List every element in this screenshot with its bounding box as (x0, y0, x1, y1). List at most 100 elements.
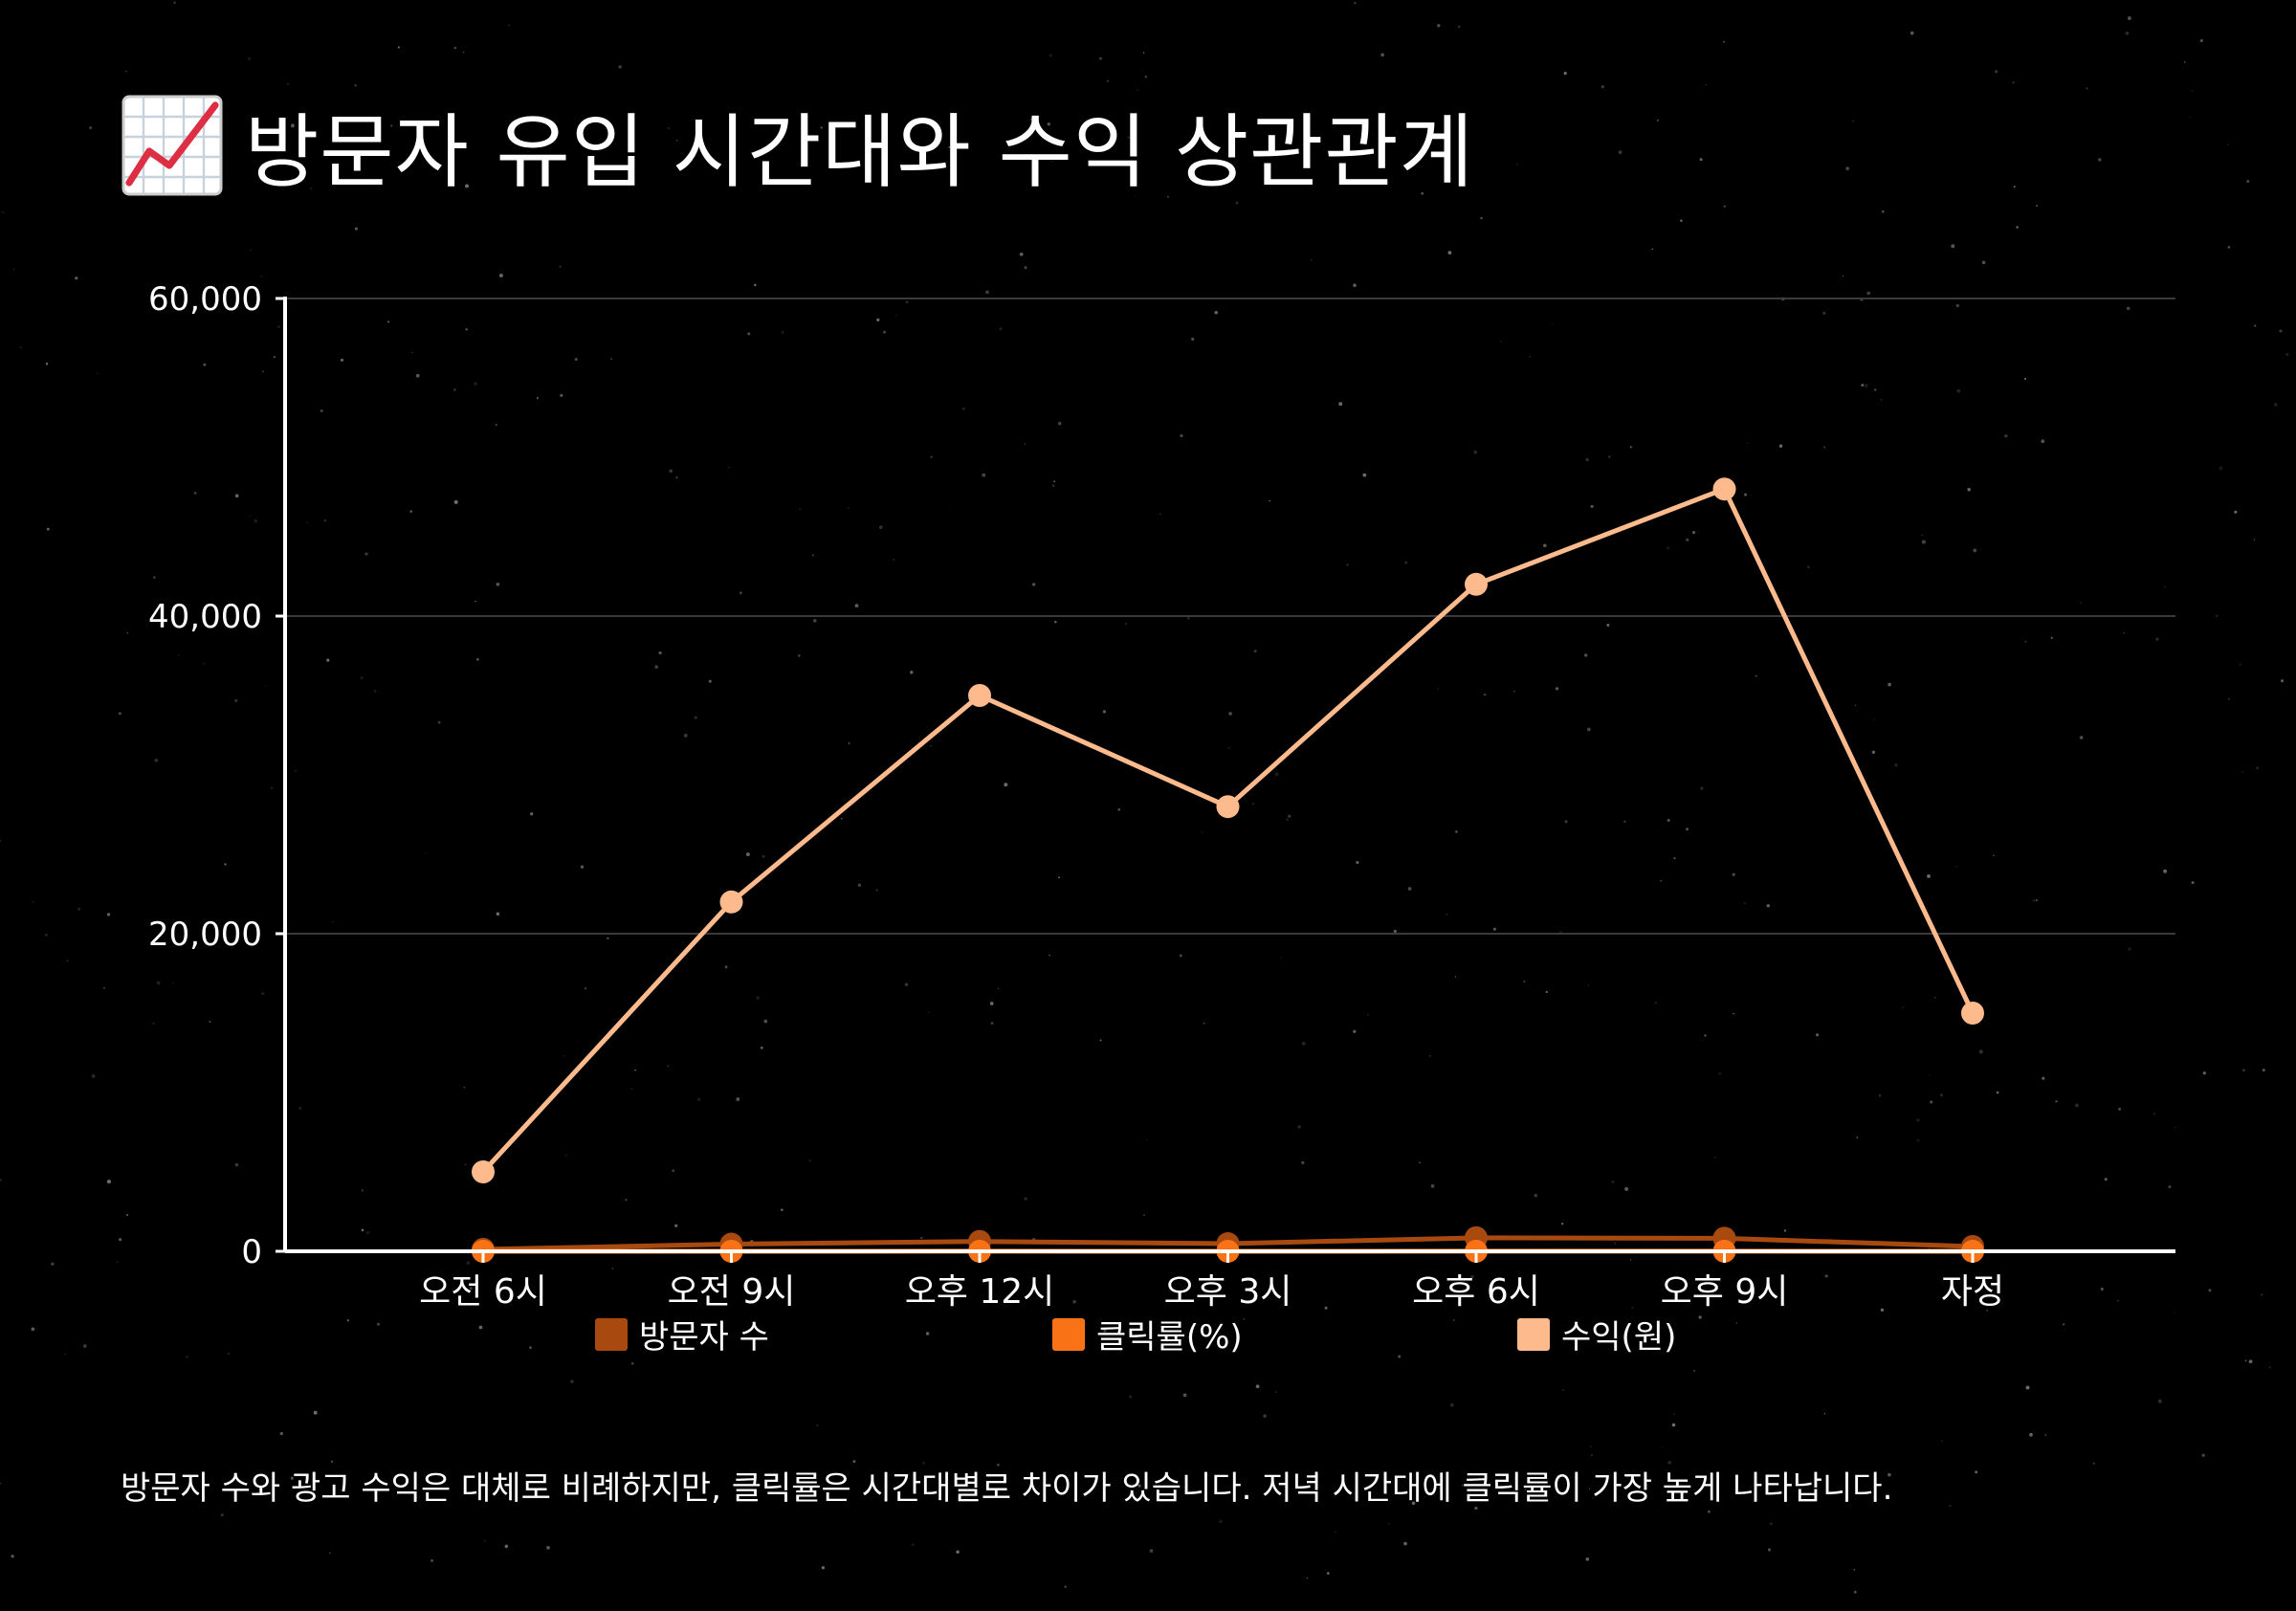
star-dot (697, 1097, 701, 1102)
star-dot (813, 619, 817, 623)
star-dot (106, 913, 111, 916)
star-dot (1455, 830, 1458, 833)
star-dot (1064, 1585, 1067, 1588)
star-dot (1853, 1568, 1856, 1571)
star-dot (1102, 710, 1107, 714)
star-dot (156, 981, 161, 985)
star-dot (1585, 1556, 1590, 1561)
star-dot (1631, 1306, 1634, 1310)
star-dot (1930, 1100, 1933, 1104)
star-dot (1555, 687, 1559, 691)
star-dot (1888, 682, 1891, 687)
star-dot (2, 210, 5, 214)
star-dot (475, 657, 479, 661)
star-dot (1822, 311, 1826, 315)
star-dot (1921, 540, 1926, 544)
star-dot (2191, 881, 2195, 885)
star-dot (1051, 160, 1053, 163)
star-dot (630, 1087, 633, 1091)
star-dot (1353, 1029, 1357, 1033)
star-dot (323, 519, 327, 522)
star-dot (484, 1539, 486, 1542)
data-point[interactable] (1712, 477, 1736, 501)
star-dot (250, 249, 252, 252)
star-dot (1654, 1002, 1657, 1004)
star-dot (1167, 195, 1169, 198)
star-dot (1766, 904, 1771, 908)
star-dot (2092, 1462, 2095, 1465)
data-point[interactable] (719, 890, 743, 914)
star-dot (1949, 1504, 1952, 1508)
star-dot (154, 758, 159, 762)
star-dot (1032, 583, 1036, 586)
star-dot (91, 1073, 96, 1078)
star-dot (465, 328, 468, 331)
star-dot (1629, 1259, 1632, 1261)
star-dot (186, 1356, 188, 1358)
star-dot (930, 745, 932, 747)
star-dot (694, 716, 697, 719)
chart-caption: 방문자 수와 광고 수익은 대체로 비례하지만, 클릭률은 시간대별로 차이가 … (121, 1469, 1893, 1508)
star-dot (1618, 150, 1623, 154)
star-dot (453, 388, 456, 391)
star-dot (564, 1154, 567, 1157)
star-dot (46, 527, 50, 531)
star-dot (1024, 1197, 1027, 1201)
star-dot (2202, 1071, 2206, 1075)
legend-item-visitors[interactable]: 방문자 수 (595, 1311, 769, 1357)
y-tick-label: 60,000 (148, 280, 262, 319)
data-point[interactable] (1465, 572, 1488, 596)
star-dot (2035, 898, 2038, 902)
star-dot (2254, 324, 2257, 327)
star-dot (930, 455, 933, 458)
star-dot (1461, 1485, 1464, 1487)
star-dot (1144, 75, 1148, 78)
star-dot (1445, 913, 1448, 916)
data-point[interactable] (968, 684, 991, 707)
star-dot (119, 1238, 122, 1242)
star-dot (2268, 1366, 2271, 1368)
star-dot (1049, 954, 1050, 957)
star-dot (2128, 947, 2131, 951)
data-point[interactable] (472, 1160, 495, 1183)
star-dot (1219, 1519, 1223, 1524)
star-dot (607, 937, 609, 939)
star-dot (346, 1319, 349, 1322)
star-dot (1499, 340, 1502, 342)
star-dot (1470, 1275, 1474, 1279)
star-dot (1053, 480, 1056, 483)
data-point[interactable] (1961, 1002, 1984, 1025)
data-point[interactable] (1216, 795, 1240, 819)
star-dot (1852, 120, 1854, 122)
legend-label: 클릭률(%) (1096, 1318, 1243, 1357)
star-dot (82, 1344, 87, 1348)
x-tick-label: 오후 6시 (1412, 1272, 1540, 1312)
x-tick-label: 오전 9시 (668, 1272, 796, 1312)
star-dot (910, 670, 913, 672)
star-dot (1004, 783, 1008, 787)
star-dot (89, 126, 93, 130)
star-dot (1855, 704, 1857, 706)
star-dot (51, 1262, 55, 1266)
star-dot (1326, 1572, 1330, 1575)
star-dot (763, 1019, 768, 1024)
star-dot (1072, 1300, 1076, 1304)
star-dot (2219, 466, 2223, 471)
star-dot (1524, 1488, 1527, 1490)
star-dot (1430, 1184, 1435, 1188)
legend-item-revenue[interactable]: 수익(원) (1517, 1311, 1676, 1357)
star-dot (1545, 990, 1548, 994)
star-dot (875, 889, 878, 892)
star-dot (2044, 1433, 2047, 1436)
star-dot (1346, 563, 1349, 566)
star-dot (125, 71, 127, 73)
legend-item-ctr[interactable]: 클릭률(%) (1052, 1311, 1243, 1357)
star-dot (1732, 872, 1735, 876)
star-dot (466, 1261, 471, 1265)
star-dot (821, 1566, 826, 1570)
star-dot (279, 143, 281, 144)
star-dot (1894, 763, 1898, 767)
star-dot (1981, 260, 1986, 265)
star-dot (66, 960, 69, 962)
star-dot (2004, 434, 2008, 438)
